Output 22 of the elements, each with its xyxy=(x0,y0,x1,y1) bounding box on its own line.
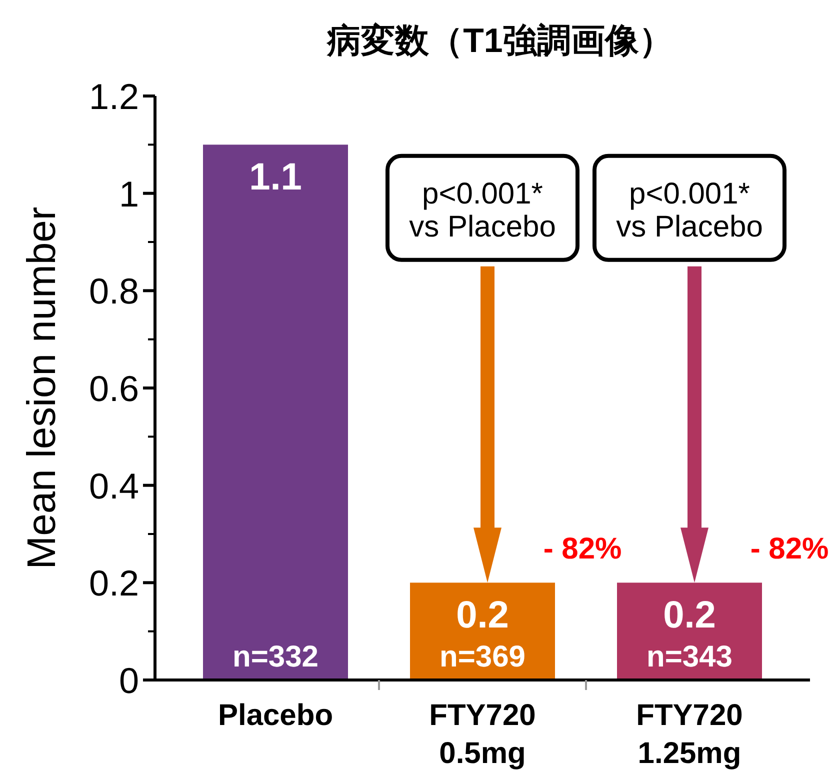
y-tick-label: 0.2 xyxy=(88,562,139,604)
annotation: - 82% xyxy=(750,532,829,566)
annotation: n=369 xyxy=(440,640,526,674)
x-tick-label: FTY720 0.5mg xyxy=(429,699,536,770)
chart-title: 病変数（T1強調画像） xyxy=(326,22,673,60)
data-label: 0.2 xyxy=(456,594,509,637)
annotation: - 82% xyxy=(543,532,622,566)
y-tick-label: 0.4 xyxy=(88,465,139,506)
y-tick-label: 0.6 xyxy=(88,368,139,409)
data-label: 0.2 xyxy=(663,594,716,637)
y-tick-label: 1 xyxy=(118,173,139,214)
annotation: n=332 xyxy=(232,640,318,674)
annotation: p<0.001* vs Placebo xyxy=(616,177,763,244)
x-tick-label: FTY720 1.25mg xyxy=(636,699,743,770)
x-tick-label: Placebo xyxy=(218,699,334,732)
annotation: n=343 xyxy=(646,640,732,674)
y-tick-label: 0 xyxy=(118,660,139,701)
data-label: 1.1 xyxy=(249,156,302,199)
y-axis-title: Mean lesion number xyxy=(20,206,64,570)
annotation: p<0.001* vs Placebo xyxy=(409,177,556,244)
y-tick-label: 1.2 xyxy=(88,76,139,117)
y-tick-label: 0.8 xyxy=(88,270,139,312)
